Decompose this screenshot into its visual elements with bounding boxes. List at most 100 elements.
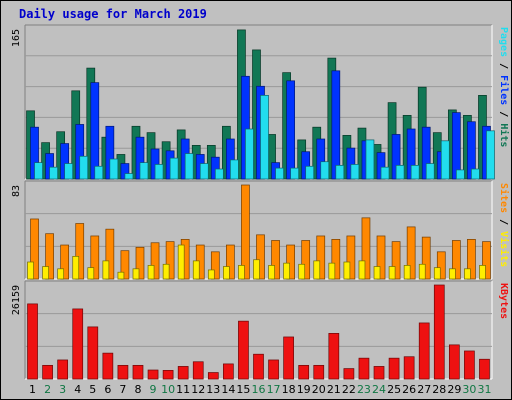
bar-sites-day-27 (418, 263, 426, 280)
bar-visits-day-7 (120, 250, 130, 280)
bar-kbytes-day-11 (177, 366, 189, 380)
x-tick-label-day-16: 16 (252, 383, 266, 396)
bar-pages-day-2 (49, 166, 58, 180)
bar-visits-day-13 (210, 251, 220, 280)
bar-sites-day-3 (57, 268, 65, 280)
x-tick-label-day-10: 10 (161, 383, 175, 396)
bar-sites-day-4 (72, 255, 80, 280)
bar-kbytes-day-27 (418, 322, 430, 380)
bar-pages-day-28 (440, 140, 450, 180)
bar-kbytes-day-3 (57, 359, 69, 380)
bar-kbytes-day-23 (358, 357, 370, 380)
x-tick-label-day-6: 6 (104, 383, 111, 396)
bar-files-day-18 (286, 80, 295, 180)
x-tick-label-day-23: 23 (357, 383, 371, 396)
x-tick-label-day-15: 15 (236, 383, 250, 396)
bar-sites-day-2 (42, 266, 49, 280)
bar-pages-day-19 (305, 165, 315, 180)
bar-visits-day-10 (165, 241, 175, 280)
bar-files-day-21 (331, 70, 341, 180)
bar-pages-day-25 (395, 165, 405, 180)
bar-visits-day-1 (30, 218, 39, 280)
x-tick-label-day-30: 30 (462, 383, 476, 396)
bar-sites-day-18 (283, 262, 290, 280)
bar-sites-day-24 (373, 266, 381, 280)
bar-pages-day-24 (380, 166, 390, 180)
bar-sites-day-13 (207, 269, 215, 280)
bar-visits-day-26 (406, 226, 416, 280)
panel-1-series-label: Pages / Files / Hits (498, 27, 510, 147)
bar-pages-day-1 (34, 162, 43, 180)
bar-visits-day-5 (90, 235, 100, 280)
bar-pages-day-3 (64, 163, 74, 180)
bar-pages-day-4 (79, 155, 89, 180)
bar-kbytes-day-14 (223, 363, 234, 380)
bar-kbytes-day-29 (448, 344, 460, 380)
bar-visits-day-17 (271, 240, 280, 280)
bar-sites-day-15 (238, 265, 245, 280)
bar-kbytes-day-9 (147, 369, 159, 380)
x-tick-label-day-11: 11 (176, 383, 190, 396)
bar-sites-day-10 (162, 263, 170, 280)
x-tick-label-day-25: 25 (387, 383, 401, 396)
series-label-part-1-1: / (498, 57, 509, 75)
chart-title: Daily usage for March 2019 (19, 7, 207, 21)
bar-visits-day-2 (45, 233, 54, 280)
bar-kbytes-day-31 (479, 358, 490, 380)
bar-sites-day-29 (448, 268, 456, 280)
bar-visits-day-18 (286, 244, 295, 280)
bar-kbytes-day-30 (464, 350, 475, 380)
x-tick-label-day-24: 24 (372, 383, 386, 396)
x-tick-label-day-5: 5 (89, 383, 96, 396)
panel-2-ymax-label: 83 (11, 185, 22, 197)
bar-sites-day-8 (132, 268, 140, 280)
x-tick-label-day-3: 3 (59, 383, 66, 396)
x-tick-label-day-2: 2 (44, 383, 51, 396)
x-tick-label-day-9: 9 (150, 383, 157, 396)
bar-pages-day-11 (184, 153, 194, 180)
bar-kbytes-day-22 (343, 368, 355, 380)
bar-visits-day-15 (241, 184, 250, 280)
x-tick-label-day-27: 27 (417, 383, 431, 396)
panel-3-series-label: KBytes (498, 283, 509, 319)
bar-sites-day-12 (192, 260, 200, 280)
bar-kbytes-day-12 (192, 361, 204, 380)
bar-sites-day-11 (177, 244, 185, 280)
bar-kbytes-day-2 (42, 364, 53, 380)
bar-kbytes-day-19 (298, 364, 310, 380)
bar-pages-day-12 (199, 163, 209, 180)
bar-visits-day-9 (150, 242, 160, 280)
bar-pages-day-20 (320, 161, 330, 180)
bar-sites-day-17 (268, 265, 275, 280)
x-tick-label-day-18: 18 (282, 383, 296, 396)
bar-kbytes-day-21 (328, 333, 340, 380)
bar-pages-day-14 (230, 159, 239, 180)
x-tick-label-day-26: 26 (402, 383, 416, 396)
bar-sites-day-6 (102, 260, 110, 280)
bar-sites-day-5 (87, 267, 95, 280)
bar-visits-day-3 (60, 244, 70, 280)
bar-visits-day-16 (256, 234, 265, 280)
series-label-part-2-1: / (498, 213, 509, 231)
panel-3-ymax-label: 26159 (11, 285, 22, 315)
bar-visits-day-14 (226, 244, 235, 280)
bar-pages-day-31 (486, 130, 495, 180)
x-tick-label-day-12: 12 (191, 383, 205, 396)
bar-sites-day-30 (464, 268, 471, 280)
bar-kbytes-day-24 (373, 366, 385, 380)
bar-sites-day-16 (253, 259, 260, 280)
bar-pages-day-21 (335, 165, 345, 180)
series-label-part-1-4: Hits (498, 123, 510, 147)
bar-pages-day-18 (290, 167, 299, 180)
bar-pages-day-9 (154, 164, 164, 180)
bar-sites-day-22 (343, 261, 351, 280)
bar-kbytes-day-25 (388, 357, 400, 380)
bar-pages-day-27 (425, 163, 435, 180)
bar-pages-day-13 (214, 168, 224, 180)
bar-pages-day-7 (124, 173, 134, 180)
bar-pages-day-5 (94, 165, 104, 180)
bar-visits-day-29 (451, 240, 461, 280)
x-tick-label-day-14: 14 (221, 383, 235, 396)
x-tick-label-day-7: 7 (119, 383, 126, 396)
bar-sites-day-26 (403, 265, 411, 280)
